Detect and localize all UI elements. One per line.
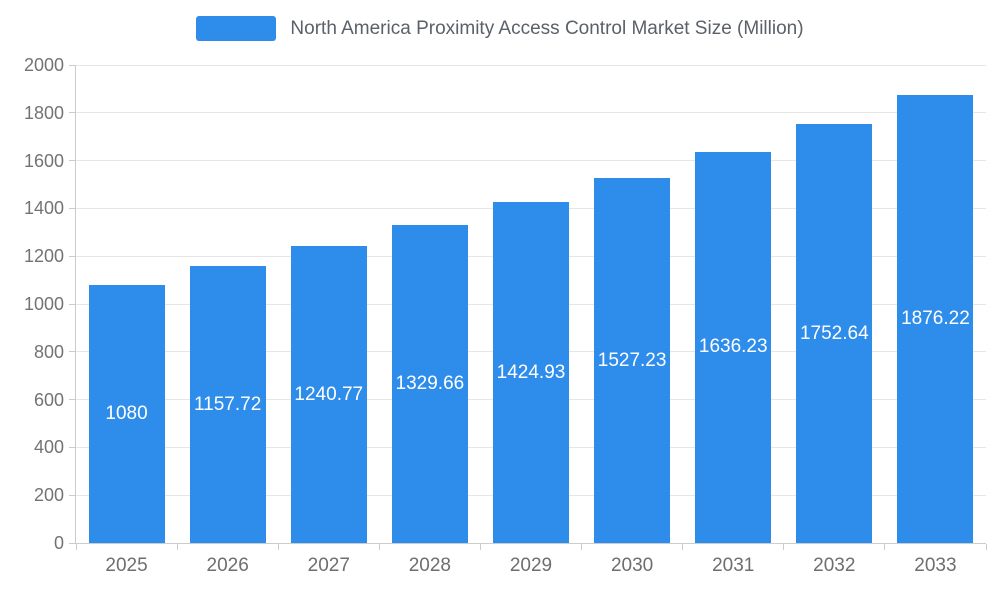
x-axis-tick <box>75 544 77 550</box>
x-axis-label-2030: 2030 <box>610 555 654 576</box>
plot-area: 0 200 400 600 800 1000 1200 1400 1600 1800 2000 108… <box>24 55 987 576</box>
y-axis-label: 200 <box>33 485 64 506</box>
bar-2027: 1240.77 <box>290 246 367 543</box>
x-axis-tick <box>884 544 886 550</box>
x-axis-label-2033: 2033 <box>914 555 957 576</box>
bar-value-label: 1752.64 <box>799 322 869 344</box>
x-axis-tick <box>479 544 481 550</box>
bar-value-label: 1527.23 <box>597 349 667 371</box>
gridline <box>76 64 986 66</box>
y-axis-label: 2000 <box>23 55 64 75</box>
bar-value-label: 1329.66 <box>395 373 465 395</box>
y-axis-tick <box>69 303 75 305</box>
y-axis-label: 1200 <box>23 246 64 267</box>
y-axis-tick <box>69 351 75 353</box>
bar-value-label: 1876.22 <box>901 307 970 329</box>
bar-value-label: 1080 <box>105 402 148 424</box>
x-axis-label-2031: 2031 <box>712 555 755 576</box>
y-axis-tick <box>69 542 75 544</box>
legend-swatch <box>196 16 277 41</box>
y-axis-label: 400 <box>33 437 64 458</box>
y-axis-tick <box>69 446 75 448</box>
y-axis-tick <box>69 399 75 401</box>
y-axis-label: 1800 <box>23 102 64 123</box>
y-axis-tick <box>69 494 75 496</box>
bar-2028: 1329.66 <box>391 225 468 543</box>
x-axis-label-2028: 2028 <box>408 555 452 576</box>
x-axis-label-2027: 2027 <box>307 555 350 576</box>
gridline <box>76 160 986 162</box>
x-axis-tick <box>682 544 684 550</box>
bar-2029: 1424.93 <box>493 202 569 543</box>
y-axis-tick <box>69 160 75 162</box>
x-axis-tick <box>176 544 178 550</box>
bar-2032: 1752.64 <box>796 124 873 543</box>
bar-value-label: 1636.23 <box>698 336 768 358</box>
chart-title: North America Proximity Access Control M… <box>290 17 804 39</box>
x-axis-tick <box>581 544 583 550</box>
y-axis-tick <box>69 112 75 114</box>
y-axis-label: 1600 <box>23 150 64 171</box>
x-axis-label-2032: 2032 <box>813 555 856 576</box>
y-axis-label: 800 <box>33 341 64 362</box>
bar-value-label: 1240.77 <box>294 383 364 405</box>
bar-2030: 1527.23 <box>594 178 671 543</box>
x-axis-tick <box>985 544 987 550</box>
y-axis-label: 1000 <box>23 294 64 314</box>
gridline <box>76 112 986 114</box>
y-axis-label: 600 <box>33 389 64 410</box>
bar-value-label: 1157.72 <box>194 393 262 415</box>
y-axis-tick <box>69 64 75 66</box>
bar-value-label: 1424.93 <box>496 361 566 383</box>
y-axis-tick <box>69 255 75 257</box>
x-axis-label-2029: 2029 <box>509 555 553 576</box>
bar-2033: 1876.22 <box>897 94 974 543</box>
legend[interactable]: North America Proximity Access Control M… <box>0 16 1000 41</box>
x-axis-label-2026: 2026 <box>206 555 249 576</box>
y-axis-label: 0 <box>53 533 64 553</box>
x-axis-label-2025: 2025 <box>105 555 148 576</box>
y-axis-tick <box>69 207 75 209</box>
bar-2031: 1636.23 <box>695 151 772 543</box>
y-axis-label: 1400 <box>23 198 64 219</box>
x-axis-tick <box>378 544 380 550</box>
x-axis-tick <box>277 544 279 550</box>
x-axis-tick <box>783 544 785 550</box>
bar-2025: 1080 <box>88 284 165 543</box>
bar-2026: 1157.72 <box>189 266 266 543</box>
